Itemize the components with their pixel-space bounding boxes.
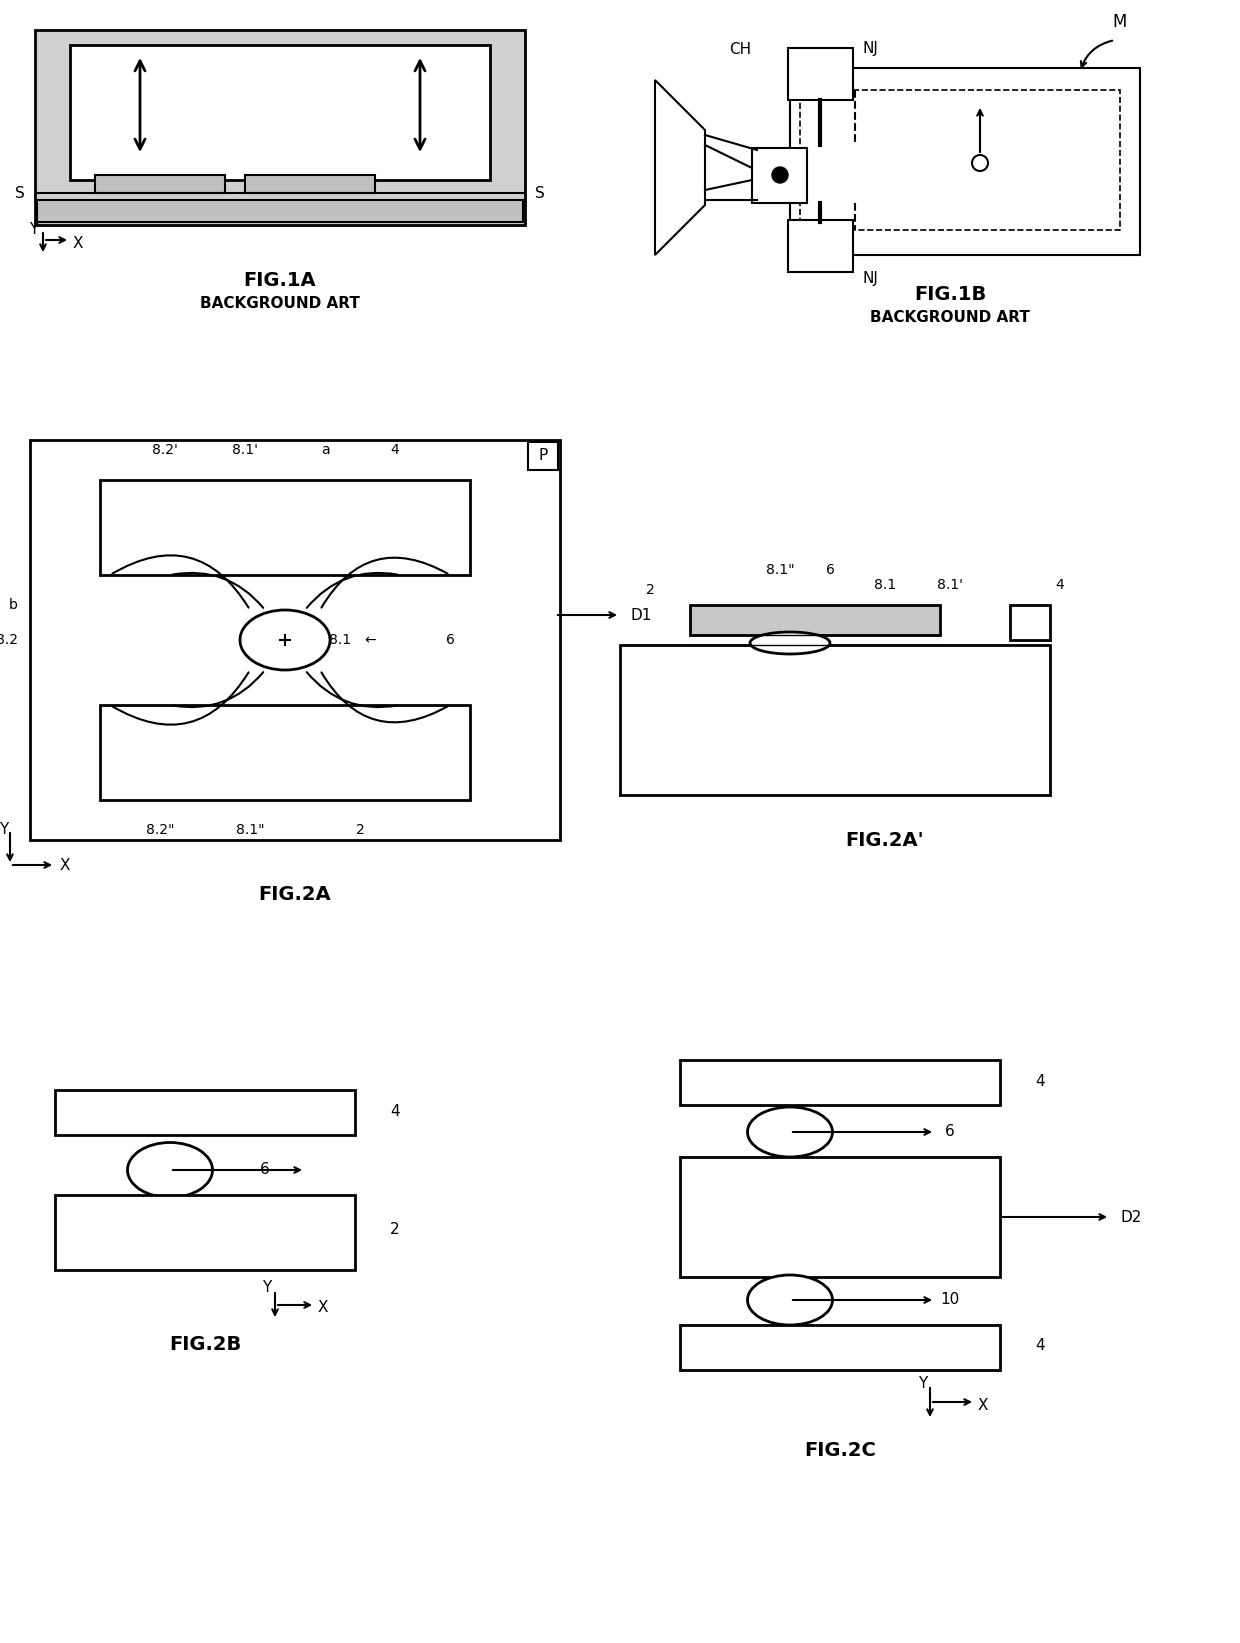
- Text: 8.2': 8.2': [153, 444, 177, 457]
- Text: 8.2: 8.2: [0, 633, 19, 647]
- Bar: [246, 176, 374, 192]
- Text: CH: CH: [729, 43, 751, 58]
- Text: Y: Y: [0, 823, 7, 838]
- Bar: [100, 705, 470, 800]
- Text: P: P: [538, 449, 548, 463]
- Text: FIG.2C: FIG.2C: [804, 1441, 875, 1459]
- Text: X: X: [60, 858, 71, 872]
- Text: Y: Y: [29, 222, 38, 238]
- Text: a: a: [321, 444, 330, 457]
- Text: 8.1: 8.1: [874, 578, 897, 591]
- Bar: [35, 30, 525, 225]
- Text: b: b: [9, 598, 19, 611]
- Text: FIG.2B: FIG.2B: [169, 1336, 241, 1354]
- Text: FIG.2A: FIG.2A: [259, 886, 331, 905]
- Text: 6: 6: [826, 564, 835, 577]
- Text: NJ: NJ: [862, 271, 878, 286]
- Bar: [100, 480, 470, 575]
- Text: 8.1': 8.1': [232, 444, 258, 457]
- Text: 6: 6: [945, 1124, 955, 1140]
- Bar: [37, 200, 523, 222]
- Text: 4: 4: [391, 444, 399, 457]
- Text: ←: ←: [365, 633, 376, 647]
- Text: X: X: [73, 235, 83, 250]
- Ellipse shape: [241, 610, 330, 670]
- Text: 10: 10: [940, 1293, 960, 1308]
- Text: BACKGROUND ART: BACKGROUND ART: [200, 296, 360, 311]
- Bar: [55, 1194, 355, 1270]
- Text: X: X: [317, 1301, 329, 1316]
- Text: M: M: [1112, 13, 1127, 31]
- Text: 6: 6: [445, 633, 454, 647]
- Circle shape: [773, 168, 787, 182]
- Text: D2: D2: [1120, 1209, 1141, 1224]
- Bar: [787, 48, 853, 100]
- Text: 8.1: 8.1: [329, 633, 351, 647]
- Text: 2: 2: [646, 583, 655, 596]
- Text: BACKGROUND ART: BACKGROUND ART: [870, 311, 1030, 325]
- Bar: [1011, 605, 1050, 641]
- Text: S: S: [15, 186, 25, 200]
- Bar: [55, 1089, 355, 1135]
- Text: 4: 4: [391, 1104, 399, 1119]
- Text: NJ: NJ: [862, 41, 878, 56]
- Ellipse shape: [750, 633, 830, 654]
- Bar: [95, 176, 224, 192]
- Text: Y: Y: [262, 1280, 272, 1295]
- Ellipse shape: [128, 1142, 212, 1198]
- Text: Y: Y: [918, 1375, 928, 1390]
- Bar: [30, 440, 560, 840]
- Text: 4: 4: [1055, 578, 1064, 591]
- Polygon shape: [655, 81, 706, 255]
- Bar: [680, 1324, 999, 1370]
- Bar: [689, 605, 940, 634]
- Bar: [528, 442, 558, 470]
- Text: S: S: [534, 186, 544, 200]
- Bar: [787, 220, 853, 273]
- Bar: [680, 1157, 999, 1277]
- Bar: [751, 148, 807, 204]
- Text: 8.1": 8.1": [236, 823, 264, 836]
- Text: 6: 6: [260, 1163, 270, 1178]
- Text: 8.1': 8.1': [937, 578, 963, 591]
- Text: D1: D1: [630, 608, 651, 623]
- Bar: [620, 646, 1050, 795]
- Text: 4: 4: [1035, 1075, 1045, 1089]
- Bar: [800, 90, 1120, 230]
- Bar: [69, 44, 490, 181]
- Polygon shape: [790, 67, 1140, 255]
- Text: FIG.2A': FIG.2A': [846, 830, 924, 849]
- Text: 8.1": 8.1": [765, 564, 795, 577]
- Text: 8.2": 8.2": [146, 823, 175, 836]
- Ellipse shape: [748, 1275, 832, 1324]
- Ellipse shape: [748, 1107, 832, 1157]
- Text: FIG.1B: FIG.1B: [914, 286, 986, 304]
- Text: 2: 2: [356, 823, 365, 836]
- Text: X: X: [978, 1398, 988, 1413]
- Text: FIG.1A: FIG.1A: [244, 271, 316, 289]
- Text: 2: 2: [391, 1222, 399, 1237]
- Bar: [680, 1060, 999, 1106]
- Text: 4: 4: [1035, 1337, 1045, 1352]
